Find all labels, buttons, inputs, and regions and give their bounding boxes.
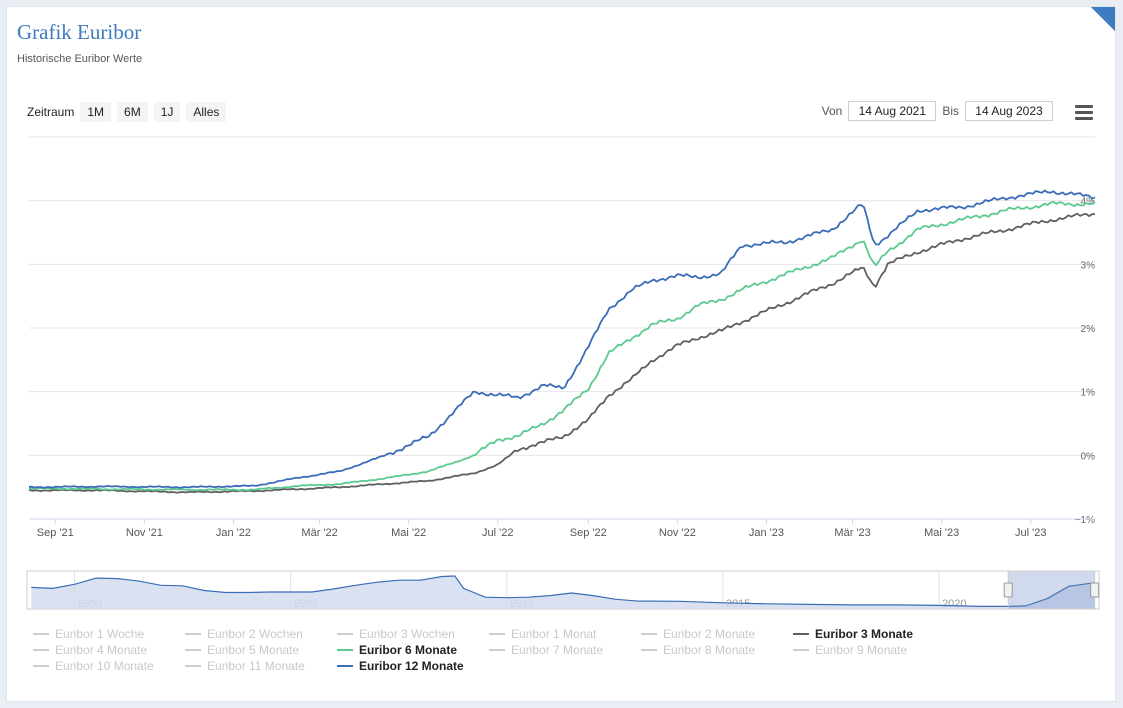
series-line-euribor-6-monate [28,200,1096,492]
legend-label: Euribor 2 Monate [663,626,756,641]
legend: Euribor 1 Woche Euribor 2 Wochen Euribor 3… [33,626,1113,673]
legend-item[interactable]: Euribor 3 Monate [793,626,945,641]
x-tick-label: Jan '22 [216,527,251,539]
legend-swatch [33,648,49,651]
hamburger-menu-icon[interactable] [1075,105,1093,121]
legend-item[interactable]: Euribor 4 Monate [33,642,185,657]
legend-item[interactable]: Euribor 1 Monat [489,626,641,641]
legend-label: Euribor 1 Monat [511,626,597,641]
legend-label: Euribor 1 Woche [55,626,145,641]
y-tick-label: 4% [1081,197,1096,208]
legend-swatch [185,648,201,651]
legend-item[interactable]: Euribor 9 Monate [793,642,945,657]
legend-label: Euribor 9 Monate [815,642,908,657]
series-line-euribor-12-monate [28,189,1096,489]
legend-swatch [185,664,201,667]
navigator-area [31,576,1095,609]
legend-label: Euribor 11 Monate [207,658,305,673]
legend-item[interactable]: Euribor 2 Wochen [185,626,337,641]
range-selector: Zeitraum 1M 6M 1J Alles [27,102,232,122]
legend-swatch [489,648,505,651]
legend-item[interactable]: Euribor 5 Monate [185,642,337,657]
legend-swatch [337,648,353,651]
range-button-6m[interactable]: 6M [117,102,148,122]
legend-label: Euribor 3 Monate [815,626,914,641]
x-tick-label: Sep '21 [37,527,74,539]
legend-item[interactable]: Euribor 1 Woche [33,626,185,641]
navigator-line [31,575,1095,607]
x-tick-label: Jul '22 [482,527,513,539]
legend-item[interactable]: Euribor 2 Monate [641,626,793,641]
navigator-handle-left[interactable] [1003,582,1013,598]
x-tick-label: Jan '23 [749,527,784,539]
y-tick-label: 1% [1081,388,1096,399]
range-button-1j[interactable]: 1J [153,102,181,122]
x-tick-label: Mär '22 [301,527,337,539]
from-label: Von [821,104,843,118]
corner-fold-icon [1091,7,1115,31]
navigator-handle-right[interactable] [1090,582,1100,598]
legend-label: Euribor 7 Monate [511,642,604,657]
legend-swatch [337,632,353,635]
navigator-selected-range [1007,570,1096,610]
chart-subtitle: Historische Euribor Werte [17,53,143,65]
legend-swatch [641,632,657,635]
legend-label: Euribor 6 Monate [359,642,458,657]
to-label: Bis [942,104,959,118]
y-tick-label: 3% [1081,260,1096,271]
to-date-input[interactable] [965,101,1053,121]
y-tick-label: −1% [1075,515,1095,526]
range-button-1m[interactable]: 1M [80,102,112,122]
range-button-alles[interactable]: Alles [186,102,227,122]
legend-label: Euribor 2 Wochen [207,626,303,641]
legend-label: Euribor 3 Wochen [359,626,455,641]
x-tick-label: Mai '23 [924,527,959,539]
x-tick-label: Nov '22 [659,527,696,539]
x-tick-label: Jul '23 [1015,527,1046,539]
x-tick-label: Mai '22 [391,527,426,539]
legend-swatch [793,648,809,651]
series-line-euribor-3-monate [28,212,1096,494]
legend-swatch [793,632,809,635]
legend-item[interactable]: Euribor 10 Monate [33,658,185,673]
range-label: Zeitraum [27,105,75,119]
legend-label: Euribor 5 Monate [207,642,300,657]
legend-item[interactable]: Euribor 8 Monate [641,642,793,657]
x-tick-label: Mär '23 [834,527,870,539]
legend-swatch [337,664,353,667]
chart-canvas: −1% 0% 1% 2% 3% 4% Sep '21 Nov '21 Jan '22 Mär '2… [26,136,1100,610]
legend-swatch [33,664,49,667]
y-tick-label: 2% [1081,324,1096,335]
legend-item[interactable]: Euribor 12 Monate [337,658,489,673]
legend-label: Euribor 12 Monate [359,658,464,673]
from-date-input[interactable] [848,101,937,121]
chart-panel: Grafik Euribor Historische Euribor Werte… [6,6,1116,702]
x-tick-label: Sep '22 [570,527,607,539]
legend-label: Euribor 10 Monate [55,658,154,673]
legend-item[interactable]: Euribor 11 Monate [185,658,337,673]
legend-swatch [641,648,657,651]
chart-title: Grafik Euribor [17,20,142,44]
legend-item[interactable]: Euribor 3 Wochen [337,626,489,641]
x-tick-label: Nov '21 [126,527,163,539]
legend-swatch [489,632,505,635]
legend-item[interactable]: Euribor 7 Monate [489,642,641,657]
date-range: Von Bis [816,101,1053,121]
legend-swatch [185,632,201,635]
legend-item[interactable]: Euribor 6 Monate [337,642,489,657]
y-tick-label: 0% [1081,451,1096,462]
legend-label: Euribor 8 Monate [663,642,756,657]
legend-label: Euribor 4 Monate [55,642,148,657]
legend-swatch [33,632,49,635]
